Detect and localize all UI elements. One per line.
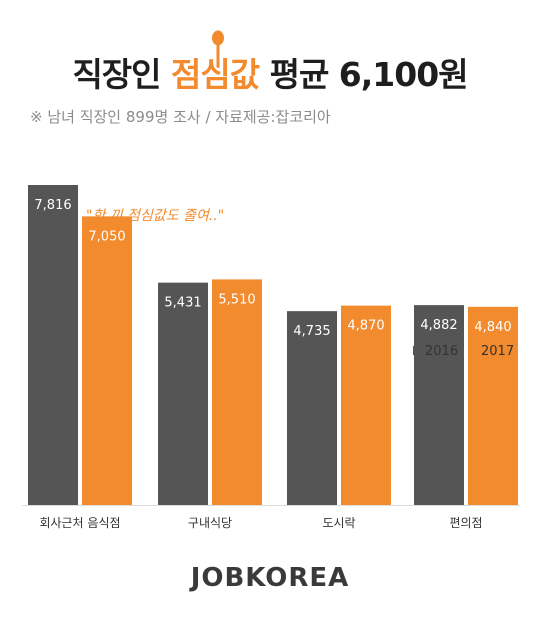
jobkorea-logo: JOBKOREA [190, 563, 350, 593]
category-label-1: 구내식당 [188, 516, 232, 530]
bar-2017-2 [341, 305, 391, 505]
data-label-2017-2: 4,870 [347, 319, 384, 334]
page-title: 직장인 점심값 평균 6,100원 [0, 48, 540, 96]
data-label-2016-1: 5,431 [164, 296, 201, 311]
legend-swatch-2016 [413, 346, 422, 355]
data-label-2017-3: 4,840 [474, 320, 511, 335]
category-label-0: 회사근처 음식점 [39, 516, 120, 530]
annotation-text: "한 끼 점심값도 줄여.." [86, 208, 225, 224]
legend-label-2016: 2016 [425, 344, 458, 359]
title-prefix: 직장인 [72, 55, 172, 94]
category-label-2: 도시락 [322, 516, 355, 530]
title-suffix: 평균 6,100원 [259, 55, 469, 94]
data-label-2016-0: 7,816 [34, 198, 71, 213]
data-label-2016-2: 4,735 [293, 324, 330, 339]
data-label-2017-1: 5,510 [218, 292, 255, 307]
title-accent: 점심값 [171, 55, 260, 94]
bar-2017-1 [212, 279, 262, 505]
bar-2016-1 [158, 282, 208, 505]
bar-2016-3 [414, 305, 464, 505]
bar-2016-0 [28, 185, 78, 505]
data-label-2016-3: 4,882 [420, 318, 457, 333]
legend-swatch-2017 [469, 346, 478, 355]
data-label-2017-0: 7,050 [88, 229, 125, 244]
category-label-3: 편의점 [449, 516, 482, 530]
bar-2017-3 [468, 306, 518, 505]
bar-2017-0 [82, 216, 132, 505]
bar-2016-2 [287, 311, 337, 505]
spoon-icon [212, 30, 224, 68]
subtitle: ※ 남녀 직장인 899명 조사 / 자료제공:잡코리아 [30, 108, 331, 126]
legend-label-2017: 2017 [481, 344, 514, 359]
